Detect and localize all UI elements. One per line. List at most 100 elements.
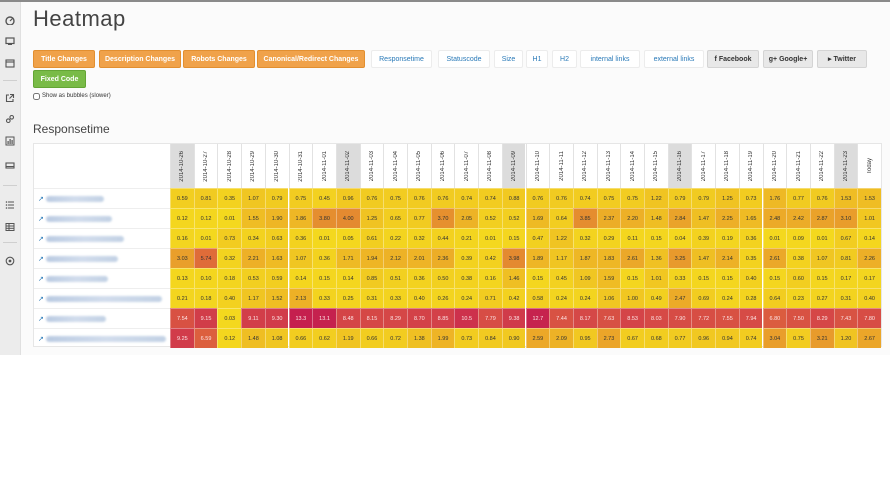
column-header[interactable]: 2014-11-14 — [620, 144, 644, 188]
column-header[interactable]: 2014-11-05 — [407, 144, 431, 188]
title-changes-button[interactable]: Title Changes — [33, 50, 95, 68]
column-header[interactable]: 2014-10-30 — [264, 144, 289, 188]
column-header[interactable]: Today — [857, 144, 881, 188]
list-icon[interactable] — [3, 198, 17, 212]
heatmap-cell: 0.26 — [430, 288, 455, 308]
url-cell[interactable]: ↗ — [34, 208, 170, 228]
column-header[interactable]: 2014-10-31 — [288, 144, 313, 188]
external-link-icon[interactable]: ↗ — [38, 295, 44, 303]
column-header[interactable]: 2014-11-12 — [572, 144, 597, 188]
external-link-icon[interactable]: ↗ — [38, 215, 44, 223]
responsetime-button[interactable]: Responsetime — [371, 50, 432, 68]
redacted-url[interactable] — [45, 235, 124, 242]
robots-changes-button[interactable]: Robots Changes — [183, 50, 255, 68]
description-changes-button[interactable]: Description Changes — [99, 50, 181, 68]
column-header[interactable]: 2014-11-02 — [335, 144, 360, 188]
bubbles-checkbox[interactable] — [33, 92, 40, 100]
column-header[interactable]: 2014-11-03 — [359, 144, 384, 188]
column-header[interactable]: 2014-11-09 — [501, 144, 526, 188]
heatmap-cell: 0.22 — [383, 228, 407, 248]
external-link-icon[interactable]: ↗ — [38, 275, 44, 283]
url-cell[interactable]: ↗ — [34, 268, 170, 288]
column-header[interactable]: 2014-11-04 — [383, 144, 407, 188]
redacted-url[interactable] — [45, 255, 118, 262]
heatmap-cell: 0.34 — [241, 228, 265, 248]
dashboard-icon[interactable] — [3, 13, 17, 27]
column-header[interactable]: 2014-11-10 — [525, 144, 550, 188]
facebook-button[interactable]: f Facebook — [707, 50, 759, 68]
heatmap-cell: 2.47 — [667, 288, 692, 308]
internal-links-button[interactable]: internal links — [580, 50, 640, 68]
column-header[interactable]: 2014-11-15 — [644, 144, 668, 188]
column-header[interactable]: 2014-10-28 — [217, 144, 241, 188]
bubbles-option[interactable]: Show as bubbles (slower) — [33, 91, 111, 101]
target-icon[interactable] — [3, 254, 17, 268]
bubbles-label: Show as bubbles (slower) — [42, 93, 111, 99]
redacted-url[interactable] — [45, 335, 166, 342]
url-cell[interactable]: ↗ — [34, 308, 170, 328]
canonical-redirect-changes-button[interactable]: Canonical/Redirect Changes — [257, 50, 365, 68]
column-header[interactable]: 2014-11-01 — [312, 144, 336, 188]
column-header[interactable]: 2014-11-21 — [786, 144, 810, 188]
heatmap-cell: 2.26 — [857, 248, 881, 268]
heatmap-cell: 0.16 — [478, 268, 502, 288]
column-header[interactable]: 2014-11-08 — [478, 144, 502, 188]
external-link-icon[interactable]: ↗ — [38, 335, 44, 343]
heatmap-cell: 0.15 — [312, 268, 336, 288]
column-header[interactable]: 2014-11-11 — [549, 144, 573, 188]
column-header[interactable]: 2014-11-17 — [691, 144, 715, 188]
heatmap-cell: 0.42 — [478, 248, 502, 268]
table-icon[interactable] — [3, 220, 17, 234]
twitter-button[interactable]: ▸ Twitter — [817, 50, 867, 68]
column-header[interactable]: 2014-11-16 — [667, 144, 692, 188]
url-cell[interactable]: ↗ — [34, 248, 170, 268]
external-link-icon[interactable]: ↗ — [38, 255, 44, 263]
column-header[interactable]: 2014-11-18 — [715, 144, 739, 188]
bar-chart-icon[interactable] — [3, 134, 17, 148]
heatmap-cell: 0.64 — [762, 288, 787, 308]
redacted-url[interactable] — [45, 315, 106, 322]
url-cell[interactable]: ↗ — [34, 228, 170, 248]
link-icon[interactable] — [3, 112, 17, 126]
column-header[interactable]: 2014-11-06 — [430, 144, 455, 188]
twitter-icon: ▸ — [828, 56, 832, 63]
heatmap-cell: 1.48 — [241, 328, 265, 348]
column-header[interactable]: 2014-11-20 — [762, 144, 787, 188]
column-header[interactable]: 2014-11-19 — [738, 144, 763, 188]
external-link-icon[interactable]: ↗ — [38, 315, 44, 323]
column-header[interactable]: 2014-10-26 — [170, 144, 194, 188]
url-cell[interactable]: ↗ — [34, 188, 170, 208]
device-icon[interactable] — [3, 158, 17, 172]
heatmap-cell: 2.48 — [762, 208, 787, 228]
url-cell[interactable]: ↗ — [34, 288, 170, 308]
heatmap-cell: 0.45 — [549, 268, 573, 288]
external-link-icon[interactable]: ↗ — [38, 235, 44, 243]
redacted-url[interactable] — [45, 215, 112, 222]
calendar-icon[interactable] — [3, 56, 17, 70]
heatmap-cell: 0.33 — [667, 268, 692, 288]
column-header[interactable]: 2014-10-27 — [193, 144, 218, 188]
button-label: Twitter — [833, 56, 856, 63]
column-header[interactable]: 2014-11-22 — [809, 144, 834, 188]
size-button[interactable]: Size — [494, 50, 523, 68]
fixed-code-button[interactable]: Fixed Code — [33, 70, 86, 88]
external-link-icon[interactable]: ↗ — [38, 195, 44, 203]
h1-button[interactable]: H1 — [526, 50, 548, 68]
statuscode-button[interactable]: Statuscode — [438, 50, 490, 68]
heatmap-cell: 9.11 — [241, 308, 265, 328]
h2-button[interactable]: H2 — [552, 50, 577, 68]
display-icon[interactable] — [3, 34, 17, 48]
column-header[interactable]: 2014-11-07 — [454, 144, 478, 188]
column-header[interactable]: 2014-11-23 — [833, 144, 858, 188]
google-button[interactable]: g+ Google+ — [763, 50, 813, 68]
external-link-icon[interactable] — [3, 91, 17, 105]
url-cell[interactable]: ↗ — [34, 328, 170, 348]
column-header[interactable]: 2014-10-29 — [241, 144, 265, 188]
redacted-url[interactable] — [45, 275, 108, 282]
redacted-url[interactable] — [45, 195, 104, 202]
heatmap-cell: 0.15 — [715, 268, 739, 288]
external-links-button[interactable]: external links — [644, 50, 704, 68]
redacted-url[interactable] — [45, 295, 162, 302]
column-header-label: 2014-11-06 — [440, 150, 447, 182]
column-header[interactable]: 2014-11-13 — [596, 144, 621, 188]
